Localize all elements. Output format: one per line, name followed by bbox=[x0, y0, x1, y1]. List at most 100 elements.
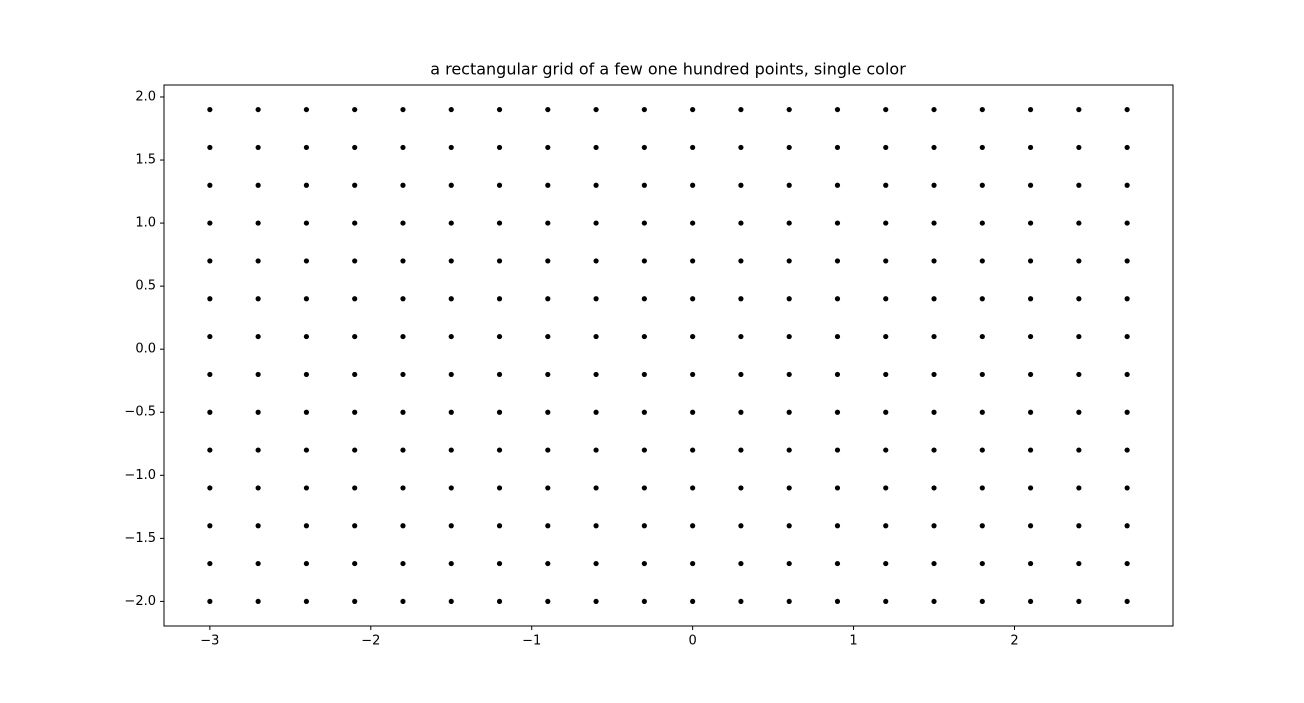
point bbox=[496, 371, 503, 378]
point bbox=[593, 485, 599, 491]
point bbox=[690, 447, 696, 453]
point bbox=[593, 560, 599, 567]
point bbox=[255, 182, 261, 188]
point bbox=[1076, 485, 1082, 491]
point bbox=[448, 182, 454, 188]
point bbox=[303, 371, 310, 378]
point bbox=[400, 106, 406, 113]
point bbox=[1076, 523, 1082, 529]
point bbox=[979, 485, 985, 491]
point bbox=[834, 447, 841, 453]
point bbox=[979, 296, 985, 302]
point bbox=[834, 106, 841, 113]
point bbox=[448, 296, 454, 302]
point bbox=[207, 409, 213, 415]
point bbox=[255, 560, 261, 567]
x-tick-label: −1 bbox=[522, 634, 541, 649]
point bbox=[1027, 485, 1034, 491]
point bbox=[1076, 258, 1082, 264]
point bbox=[1076, 106, 1082, 113]
x-tick-label: 2 bbox=[1010, 634, 1018, 649]
point bbox=[303, 333, 310, 340]
point bbox=[883, 409, 889, 415]
point bbox=[883, 523, 889, 529]
point bbox=[496, 333, 503, 340]
point bbox=[931, 333, 937, 340]
point bbox=[545, 560, 551, 567]
point bbox=[303, 409, 310, 415]
point bbox=[303, 106, 310, 113]
point bbox=[690, 560, 696, 567]
point bbox=[207, 258, 213, 264]
point bbox=[931, 523, 937, 529]
point bbox=[786, 598, 792, 605]
point bbox=[545, 182, 551, 188]
point bbox=[690, 333, 696, 340]
point bbox=[931, 409, 937, 415]
point bbox=[496, 144, 503, 151]
point bbox=[255, 220, 261, 226]
point bbox=[303, 447, 310, 453]
point bbox=[400, 598, 406, 605]
point bbox=[641, 598, 647, 605]
point bbox=[1027, 258, 1034, 264]
point bbox=[1124, 371, 1130, 378]
point bbox=[303, 144, 310, 151]
point bbox=[255, 523, 261, 529]
point bbox=[931, 598, 937, 605]
point bbox=[979, 258, 985, 264]
point bbox=[593, 333, 599, 340]
point bbox=[303, 220, 310, 226]
point bbox=[690, 523, 696, 529]
point bbox=[352, 485, 358, 491]
point bbox=[1076, 296, 1082, 302]
point bbox=[496, 560, 503, 567]
point bbox=[883, 447, 889, 453]
point bbox=[448, 447, 454, 453]
point bbox=[593, 182, 599, 188]
point bbox=[593, 220, 599, 226]
point bbox=[690, 598, 696, 605]
point bbox=[545, 144, 551, 151]
point bbox=[786, 144, 792, 151]
point bbox=[303, 598, 310, 605]
point bbox=[1076, 371, 1082, 378]
y-tick-label: 1.0 bbox=[135, 216, 156, 231]
point bbox=[1027, 220, 1034, 226]
point bbox=[303, 296, 310, 302]
point bbox=[738, 144, 744, 151]
point bbox=[303, 485, 310, 491]
point bbox=[738, 447, 744, 453]
point bbox=[593, 144, 599, 151]
point bbox=[738, 220, 744, 226]
point bbox=[448, 258, 454, 264]
point bbox=[738, 333, 744, 340]
point bbox=[979, 371, 985, 378]
point bbox=[1124, 560, 1130, 567]
x-tick-label: −3 bbox=[200, 634, 219, 649]
point bbox=[931, 258, 937, 264]
point bbox=[255, 447, 261, 453]
x-tick-label: −2 bbox=[361, 634, 380, 649]
point bbox=[303, 523, 310, 529]
point bbox=[255, 371, 261, 378]
point bbox=[641, 182, 647, 188]
point bbox=[303, 258, 310, 264]
x-tick-label: 1 bbox=[849, 634, 857, 649]
point bbox=[1124, 144, 1130, 151]
plot-frame bbox=[163, 84, 1174, 627]
point bbox=[207, 144, 213, 151]
point bbox=[496, 447, 503, 453]
point bbox=[931, 447, 937, 453]
point bbox=[545, 371, 551, 378]
point bbox=[545, 523, 551, 529]
point bbox=[641, 106, 647, 113]
point bbox=[593, 296, 599, 302]
point bbox=[448, 523, 454, 529]
point bbox=[834, 560, 841, 567]
point bbox=[979, 144, 985, 151]
y-tick-label: −1.5 bbox=[124, 531, 156, 546]
point bbox=[1124, 447, 1130, 453]
point bbox=[496, 296, 503, 302]
